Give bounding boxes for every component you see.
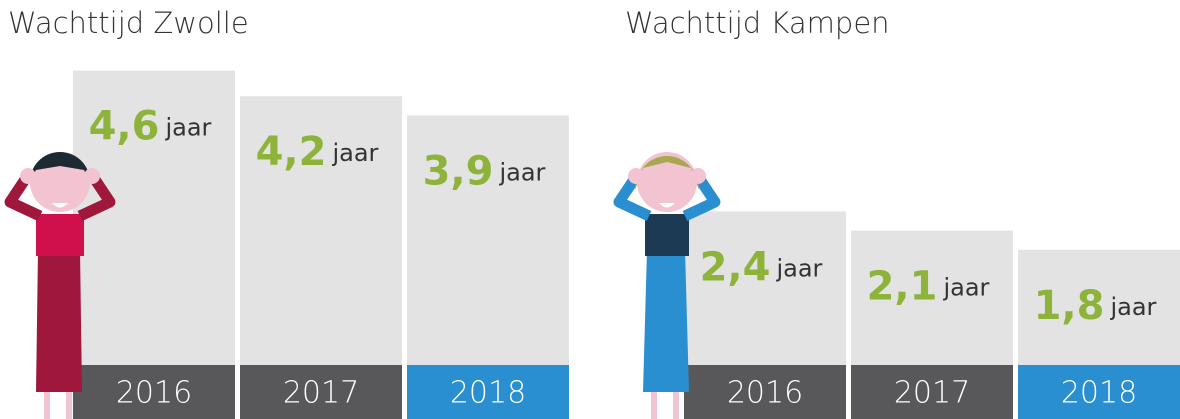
- category-box: [851, 365, 1013, 419]
- category-box: [407, 365, 569, 419]
- value-number: 4,2: [256, 129, 327, 175]
- bar: [851, 230, 1013, 365]
- value-unit: jaar: [942, 274, 989, 302]
- chart-title: Wachttijd Zwolle: [8, 6, 249, 40]
- category-box: [684, 365, 846, 419]
- value-number: 3,9: [423, 148, 494, 194]
- x-tick-label: 2018: [1061, 376, 1137, 411]
- value-unit: jaar: [775, 254, 822, 282]
- value-unit: jaar: [331, 139, 378, 167]
- value-number: 1,8: [1034, 283, 1105, 329]
- bar: [684, 211, 846, 365]
- value-label: 3,9 jaar: [423, 148, 546, 194]
- value-unit: jaar: [1109, 293, 1156, 321]
- value-unit: jaar: [498, 158, 545, 186]
- bar: [73, 70, 235, 365]
- x-tick-label: 2018: [450, 376, 526, 411]
- value-label: 1,8 jaar: [1034, 283, 1157, 329]
- x-tick-label: 2017: [283, 376, 359, 411]
- category-box: [240, 365, 402, 419]
- value-number: 4,6: [89, 104, 160, 150]
- category-box: [73, 365, 235, 419]
- value-label: 2,1 jaar: [867, 264, 990, 310]
- bar: [1018, 249, 1180, 365]
- value-label: 4,6 jaar: [89, 104, 212, 150]
- category-box: [1018, 365, 1180, 419]
- chart-title: Wachttijd Kampen: [625, 6, 890, 40]
- x-tick-label: 2016: [727, 376, 803, 411]
- value-unit: jaar: [164, 114, 211, 142]
- value-label: 4,2 jaar: [256, 129, 379, 175]
- value-label: 2,4 jaar: [700, 244, 823, 290]
- value-number: 2,1: [867, 264, 938, 310]
- value-number: 2,4: [700, 244, 771, 290]
- bar: [240, 96, 402, 365]
- x-tick-label: 2017: [894, 376, 970, 411]
- bar: [407, 115, 569, 366]
- figure-woman: [4, 152, 116, 419]
- figure-woman: [613, 152, 721, 419]
- x-tick-label: 2016: [116, 376, 192, 411]
